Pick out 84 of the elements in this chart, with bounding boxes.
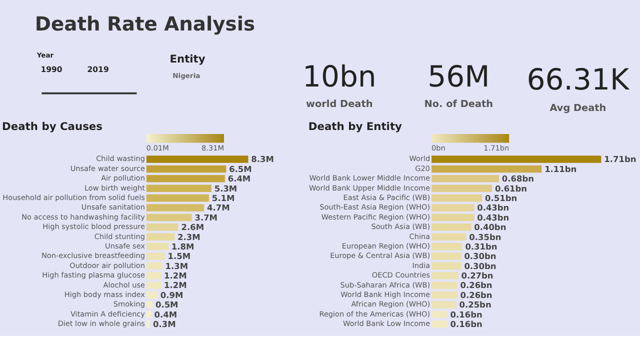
- bar: [146, 252, 165, 260]
- bar: [432, 282, 458, 289]
- data-label: 0.16bn: [450, 309, 483, 320]
- bar: [432, 184, 492, 192]
- data-label: 1.11bn: [544, 164, 577, 174]
- data-label: 0.27bn: [461, 270, 494, 281]
- text: 56M: [428, 60, 490, 94]
- data-label: 0.3M: [153, 319, 176, 330]
- text: 1990: [40, 65, 63, 74]
- bar: [146, 282, 162, 289]
- bar: [146, 214, 192, 222]
- data-label: 0.30bn: [464, 260, 496, 271]
- bar: [432, 175, 499, 182]
- data-label: 1.8M: [171, 241, 194, 252]
- bar: [432, 165, 542, 173]
- bar: [146, 291, 158, 299]
- bar: [146, 194, 209, 202]
- data-label: 1.71bn: [604, 154, 636, 164]
- data-label: 1.2M: [164, 280, 187, 290]
- data-label: 0.16bn: [450, 319, 483, 330]
- data-label: 1.3M: [165, 260, 188, 271]
- data-label: 0.51bn: [485, 192, 518, 203]
- data-label: 0.25bn: [459, 300, 492, 310]
- data-label: 0.40bn: [474, 222, 506, 232]
- bar: [146, 224, 178, 231]
- text: Avg Death: [550, 102, 606, 114]
- data-label: 0.61bn: [494, 183, 528, 194]
- bar: [146, 272, 162, 280]
- data-label: 5.1M: [212, 192, 235, 203]
- text: 66.31K: [526, 62, 630, 96]
- text: 2019: [87, 65, 109, 74]
- bar: [432, 233, 466, 240]
- data-label: 1.5M: [168, 251, 191, 262]
- bar: [432, 291, 458, 299]
- bar: [146, 175, 225, 182]
- data-label: 8.3M: [251, 154, 274, 164]
- bar: [432, 194, 482, 202]
- bar: [146, 165, 226, 173]
- bar: [432, 301, 456, 308]
- bar: [146, 262, 162, 270]
- data-label: 0.43bn: [477, 212, 510, 222]
- bar: [432, 242, 462, 250]
- bar: [432, 262, 462, 270]
- data-label: 0.26bn: [460, 290, 492, 300]
- bar: [146, 184, 212, 192]
- bar: [432, 310, 448, 318]
- text: Death Rate Analysis: [34, 12, 256, 36]
- text: Death by Causes: [2, 120, 102, 134]
- data-label: 3.7M: [194, 212, 218, 222]
- bar: [432, 204, 474, 212]
- bar: [432, 272, 458, 280]
- bar: [432, 252, 462, 260]
- bar: [432, 320, 448, 328]
- data-label: 0.26bn: [460, 280, 492, 290]
- bar: [146, 242, 169, 250]
- data-label: 0.31bn: [465, 241, 498, 252]
- data-label: 6.4M: [228, 174, 251, 184]
- data-label: 0.4M: [154, 309, 178, 320]
- bar: [146, 320, 150, 328]
- data-label: 0.68bn: [502, 174, 534, 184]
- data-label: 2.3M: [178, 232, 200, 242]
- text: Entity: [170, 52, 206, 66]
- bar: [432, 214, 474, 222]
- data-label: 1.2M: [164, 270, 187, 281]
- bar: [146, 301, 153, 308]
- data-label: 5.3M: [214, 183, 238, 194]
- text: No. of Death: [424, 98, 494, 110]
- text: world Death: [306, 98, 373, 110]
- bar: [146, 156, 248, 163]
- text: 10bn: [302, 60, 376, 94]
- data-label: 0.9M: [160, 290, 184, 300]
- data-label: 0.35bn: [469, 232, 502, 242]
- bar: [146, 233, 175, 240]
- data-label: 0.30bn: [464, 251, 496, 262]
- bar: [432, 224, 472, 231]
- data-label: 2.6M: [181, 222, 204, 232]
- data-label: 4.7M: [206, 202, 230, 213]
- bar: [146, 204, 204, 212]
- data-label: 0.5M: [155, 300, 178, 310]
- data-label: 6.5M: [229, 164, 252, 174]
- data-label: 0.43bn: [477, 202, 510, 213]
- chart-title: Death by Entity: [308, 120, 402, 134]
- bar: [432, 156, 602, 163]
- bar: [146, 310, 152, 318]
